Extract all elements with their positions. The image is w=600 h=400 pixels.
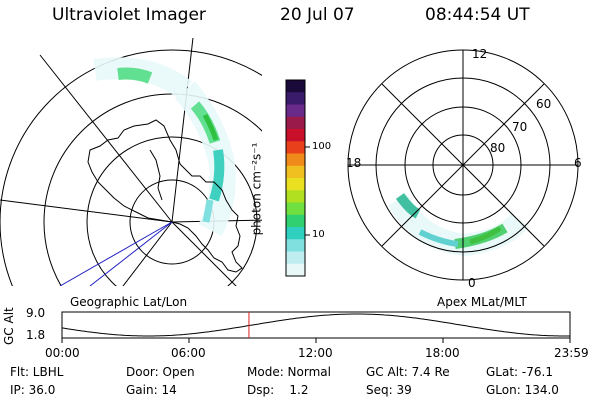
lon-line (0, 199, 173, 223)
timeline-xtick: 23:59 (554, 346, 589, 360)
aurora-emission-left (93, 57, 236, 237)
colorbar-segment (286, 202, 305, 216)
date-label: 20 Jul 07 (280, 5, 355, 25)
timeline-ytick-top: 9.0 (26, 306, 46, 320)
mlat-label-80: 80 (490, 141, 506, 155)
colorbar-segment (286, 129, 305, 142)
mode-info: Mode: Normal (247, 365, 331, 379)
filter-info: Flt: LBHL (10, 365, 64, 379)
timeline-ytick-bottom: 1.8 (26, 328, 46, 342)
coastline (87, 119, 243, 273)
colorbar-segment (286, 165, 305, 179)
terminator-line (89, 221, 173, 286)
colorbar-segment (286, 190, 305, 203)
colorbar-segment (286, 104, 305, 118)
gain-info: Gain: 14 (126, 383, 177, 397)
colorbar-segment (286, 239, 305, 252)
colorbar-segment (286, 141, 305, 154)
lon-line (171, 38, 194, 223)
timeline-xtick: 18:00 (425, 346, 460, 360)
left-panel-caption: Geographic Lat/Lon (70, 295, 188, 309)
lon-line (122, 221, 173, 286)
colorbar-segment (286, 153, 305, 167)
colorbar-tick-100: 100 (312, 141, 332, 152)
colorbar-segment (286, 178, 305, 191)
mlat-label-70: 70 (512, 120, 528, 134)
colorbar-segment (286, 263, 305, 277)
colorbar-frame (285, 79, 306, 277)
altitude-timeline (61, 311, 571, 343)
aurora-emission-right (388, 193, 529, 257)
colorbar (286, 80, 305, 277)
colorbar-tick-10: 10 (312, 229, 325, 240)
lat-circle (86, 136, 258, 286)
instrument-title: Ultraviolet Imager (52, 5, 206, 25)
mlt-label-0: 0 (468, 276, 476, 290)
lon-line (39, 54, 173, 223)
coastline-inner (149, 149, 163, 201)
magnetic-map (347, 49, 579, 281)
colorbar-segment (286, 227, 305, 240)
colorbar-segment (286, 80, 305, 93)
mlt-label-6: 6 (574, 156, 582, 170)
lat-circle (0, 49, 262, 286)
colorbar-unit-label: photon cm⁻²s⁻¹ (249, 142, 264, 236)
colorbar-segment (286, 214, 305, 228)
glat-info: GLat: -76.1 (486, 365, 553, 379)
timeline-axis-label: GC Alt (2, 307, 16, 345)
colorbar-segment (286, 92, 305, 105)
timeline-xtick: 06:00 (171, 346, 206, 360)
dsp-info: Dsp: 1.2 (247, 383, 309, 397)
timeline-xtick: 12:00 (298, 346, 333, 360)
mlt-label-18: 18 (346, 156, 362, 170)
timeline-xtick: 00:00 (45, 346, 80, 360)
lon-line (171, 221, 237, 286)
mlt-label-12: 12 (472, 47, 488, 61)
geographic-map (0, 38, 262, 286)
colorbar-segment (286, 251, 305, 265)
door-info: Door: Open (126, 365, 195, 379)
terminator-line (59, 221, 173, 286)
mlat-label-60: 60 (536, 97, 552, 111)
glon-info: GLon: 134.0 (486, 383, 559, 397)
time-label: 08:44:54 UT (425, 5, 530, 25)
seq-info: Seq: 39 (366, 383, 412, 397)
ip-info: IP: 36.0 (10, 383, 56, 397)
gc-alt-info: GC Alt: 7.4 Re (366, 365, 450, 379)
right-panel-caption: Apex MLat/MLT (437, 295, 527, 309)
colorbar-segment (286, 116, 305, 130)
